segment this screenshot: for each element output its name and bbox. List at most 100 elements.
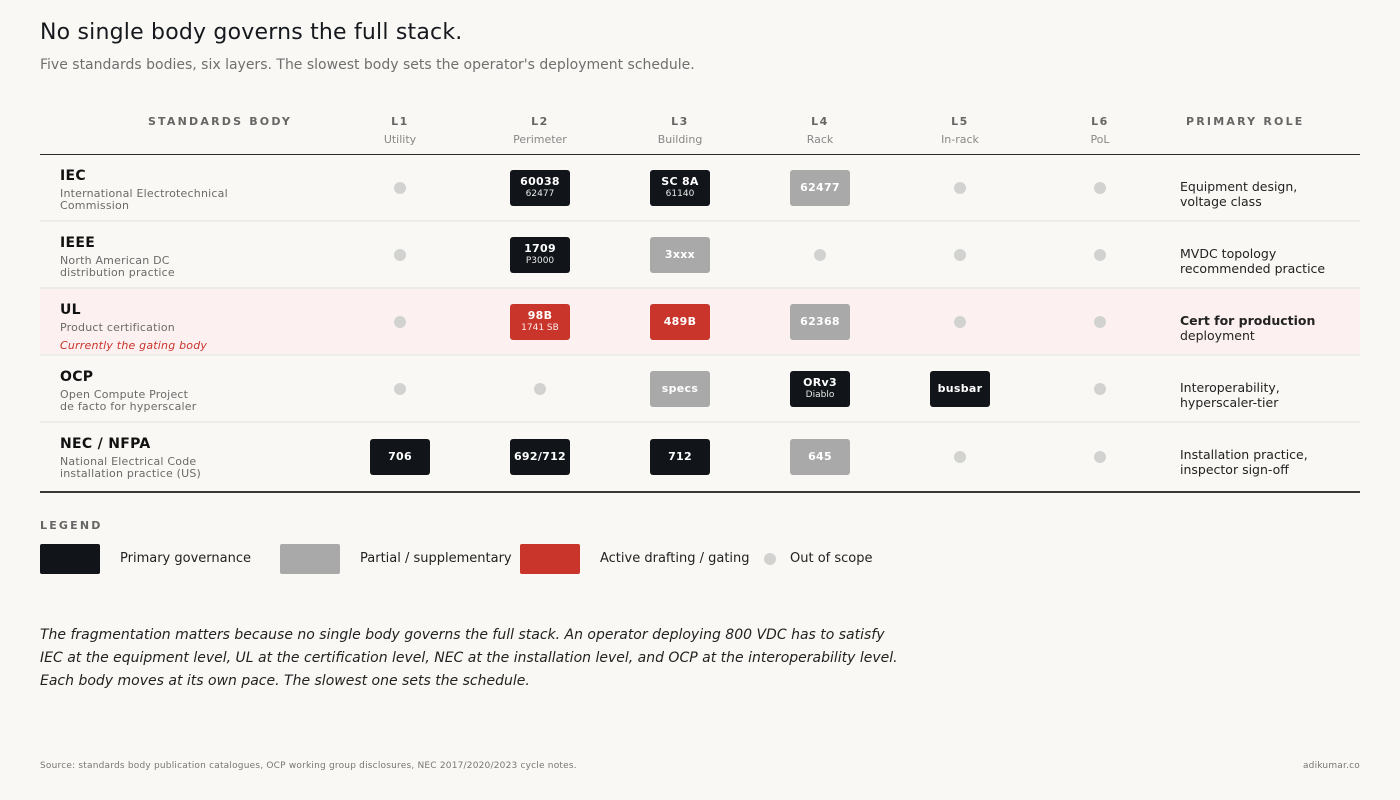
standard-chip-primary: ORv3 Diablo: [790, 370, 850, 407]
legend-label-active: Active drafting / gating: [600, 551, 750, 566]
layer-cell-l2: 1709 P3000: [490, 222, 590, 287]
paragraph-line: IEC at the equipment level, UL at the ce…: [40, 650, 898, 666]
layer-cell-l4: 62368: [770, 289, 870, 354]
legend: Primary governance Partial / supplementa…: [40, 544, 940, 574]
out-of-scope-dot: [394, 382, 406, 395]
standard-chip-primary: 60038 62477: [510, 169, 570, 206]
table-row: UL Product certification Currently the gat…: [40, 289, 1360, 356]
standard-subcode: 62477: [525, 189, 555, 199]
matrix-header: STANDARDS BODY L1 Utility L2 Perimeter L…: [40, 100, 1360, 155]
out-of-scope-dot: [394, 181, 406, 194]
legend-swatch-active: [520, 544, 580, 574]
layer-code: L6: [1091, 115, 1109, 128]
standard-subcode: 61140: [665, 189, 695, 199]
standard-code: 62368: [800, 314, 840, 328]
legend-title: LEGEND: [40, 519, 103, 532]
standard-code: ORv3: [803, 376, 837, 389]
layer-cell-l6: [1050, 423, 1150, 491]
body-name: NEC / NFPA: [60, 436, 151, 452]
layer-cell-l1: [350, 222, 450, 287]
standard-code: 692/712: [513, 450, 567, 463]
layer-cell-l5: [910, 289, 1010, 354]
primary-role-text: Interoperability, hyperscaler-tier: [1180, 380, 1280, 410]
primary-role: Interoperability, hyperscaler-tier: [1180, 380, 1360, 410]
layer-name: Perimeter: [513, 133, 567, 146]
layer-cell-l3: specs: [630, 356, 730, 421]
primary-role-text: Equipment design, voltage class: [1180, 179, 1298, 209]
body-name: OCP: [60, 369, 94, 385]
layer-cell-l4: 645: [770, 423, 870, 491]
standard-chip-primary: 1709 P3000: [510, 236, 570, 273]
standard-code: 706: [388, 450, 412, 463]
legend-label-partial: Partial / supplementary: [360, 551, 512, 566]
layer-cell-l3: 489B: [630, 289, 730, 354]
layer-code: L4: [811, 115, 829, 128]
body-name: UL: [60, 302, 81, 318]
layer-cell-l3: 3xxx: [630, 222, 730, 287]
out-of-scope-dot: [1094, 315, 1106, 328]
out-of-scope-dot: [394, 248, 406, 261]
primary-role: Installation practice, inspector sign-of…: [1180, 447, 1360, 477]
out-of-scope-dot: [1094, 382, 1106, 395]
table-row: OCP Open Compute Project de facto for hyp…: [40, 356, 1360, 423]
standard-subcode: Diablo: [805, 390, 835, 400]
header-layer-l5: L5 In-rack: [910, 115, 1010, 146]
header-layer-l3: L3 Building: [630, 115, 730, 146]
standard-code: 62477: [800, 180, 840, 194]
layer-code: L1: [391, 115, 409, 128]
layer-cell-l2: 98B 1741 SB: [490, 289, 590, 354]
legend-dot-out-of-scope: [764, 553, 776, 565]
paragraph-line: Each body moves at its own pace. The slo…: [40, 673, 530, 689]
standard-code: SC 8A: [661, 175, 699, 188]
primary-role-emphasis: Cert for production: [1180, 313, 1316, 328]
out-of-scope-dot: [954, 181, 966, 194]
layer-cell-l2: [490, 356, 590, 421]
standards-matrix: STANDARDS BODY L1 Utility L2 Perimeter L…: [40, 100, 1360, 493]
standard-chip-partial: 62368: [790, 303, 850, 340]
layer-cell-l1: [350, 155, 450, 220]
out-of-scope-dot: [954, 451, 966, 463]
layer-cell-l5: [910, 222, 1010, 287]
body-description: Product certification: [60, 321, 175, 334]
table-row: IEEE North American DC distribution pract…: [40, 222, 1360, 289]
layer-code: L5: [951, 115, 969, 128]
layer-cell-l4: [770, 222, 870, 287]
standard-code: 60038: [520, 175, 560, 188]
standard-code: 98B: [527, 309, 553, 322]
layer-cell-l1: [350, 356, 450, 421]
body-name: IEC: [60, 168, 86, 184]
layer-cell-l6: [1050, 222, 1150, 287]
standard-chip-active: 98B 1741 SB: [510, 303, 570, 340]
table-row: IEC International Electrotechnical Commis…: [40, 155, 1360, 222]
standard-code: 1709: [524, 242, 556, 255]
out-of-scope-dot: [534, 382, 546, 395]
standard-chip-primary: busbar: [930, 370, 990, 407]
layer-cell-l5: busbar: [910, 356, 1010, 421]
layer-cell-l6: [1050, 356, 1150, 421]
layer-cell-l5: [910, 423, 1010, 491]
layer-cell-l1: [350, 289, 450, 354]
primary-role-text: MVDC topology recommended practice: [1180, 246, 1326, 276]
layer-code: L3: [671, 115, 689, 128]
layer-cell-l4: ORv3 Diablo: [770, 356, 870, 421]
legend-swatch-partial: [280, 544, 340, 574]
table-row: NEC / NFPA National Electrical Code insta…: [40, 423, 1360, 493]
layer-cell-l3: SC 8A 61140: [630, 155, 730, 220]
standard-code: 3xxx: [664, 247, 696, 261]
credit: adikumar.co: [1302, 761, 1360, 771]
standard-chip-primary: 692/712: [510, 439, 570, 475]
layer-cell-l5: [910, 155, 1010, 220]
out-of-scope-dot: [814, 248, 826, 261]
header-layer-l2: L2 Perimeter: [490, 115, 590, 146]
out-of-scope-dot: [954, 248, 966, 261]
standard-code: 712: [668, 450, 692, 463]
primary-role: Cert for production deployment: [1180, 313, 1360, 343]
layer-name: PoL: [1090, 133, 1110, 146]
standard-chip-partial: 645: [790, 439, 850, 475]
header-standards-body: STANDARDS BODY: [147, 115, 293, 128]
body-paragraph: The fragmentation matters because no sin…: [40, 624, 940, 693]
out-of-scope-dot: [1094, 248, 1106, 261]
layer-name: Building: [657, 133, 703, 146]
standard-code: 489B: [663, 314, 697, 328]
source-note: Source: standards body publication catal…: [40, 761, 577, 771]
